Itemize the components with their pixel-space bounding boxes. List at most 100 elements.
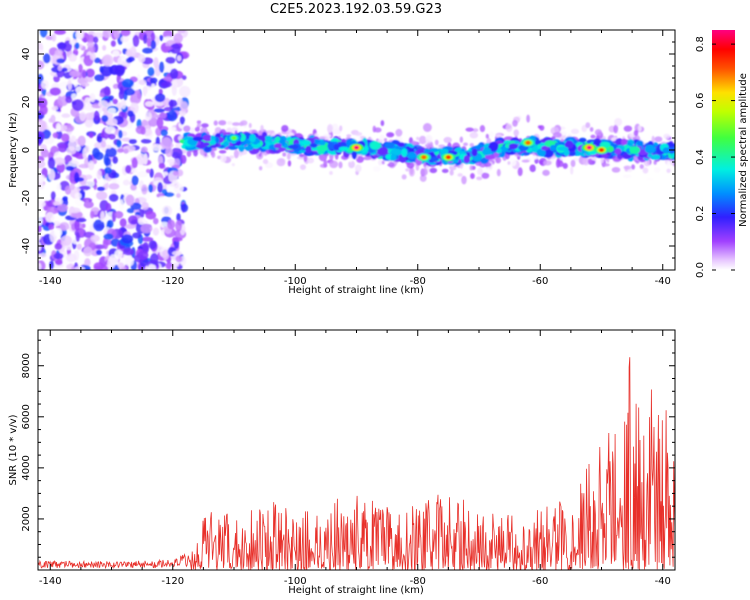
spectrogram-cell [354, 131, 363, 137]
spectrogram-cell [197, 123, 203, 127]
spectrogram-cell [645, 177, 655, 181]
spectrogram-cell [472, 128, 479, 133]
spectrogram-cell [38, 252, 47, 258]
spectrogram-cell [75, 86, 84, 94]
spectrogram-cell [52, 201, 61, 206]
spectrogram-cell [348, 157, 353, 163]
spectrogram-cell [125, 165, 132, 174]
spectrogram-cell [120, 30, 131, 37]
spectrogram-cell [39, 105, 48, 116]
spectrogram-cell [377, 147, 389, 156]
spectrogram-cell [629, 146, 641, 154]
spectrogram-cell [79, 180, 86, 186]
spectrogram-cell [68, 139, 76, 152]
spectrogram-cell [425, 134, 433, 143]
spectrogram-cell [90, 234, 100, 242]
spectrogram-cell [38, 120, 46, 132]
spectrogram-cell [114, 64, 126, 75]
spectrogram-cell [573, 157, 579, 162]
spectrogram-cell [52, 132, 59, 139]
spectrogram-cell [201, 123, 209, 128]
spectrogram-cell [316, 144, 329, 151]
spectrogram-cell [75, 231, 81, 243]
spectrogram-cell [158, 196, 167, 201]
spectrogram-cell [651, 135, 655, 144]
spectrogram-cell [48, 169, 56, 181]
spectrogram-cell [666, 168, 671, 173]
spectrogram-cell [614, 118, 623, 127]
spectrogram-cell [186, 150, 192, 157]
spectrogram-cell [562, 162, 568, 169]
spectrogram-cell [338, 161, 343, 169]
spectrogram-cell [633, 130, 639, 136]
spectrogram-cell [61, 113, 71, 118]
spectrogram-cell [378, 159, 383, 166]
spectrogram-cell [53, 157, 66, 165]
spectrogram-cell [159, 112, 167, 119]
x-tick-label: -60 [532, 276, 548, 287]
spectrogram-cell [162, 45, 173, 51]
spectrogram-cell [176, 55, 182, 62]
spectrogram-cell [85, 199, 90, 209]
spectrogram-cell [74, 266, 86, 270]
spectrogram-cell [75, 177, 85, 182]
spectrogram-cell [102, 30, 113, 39]
spectrogram-cell [93, 151, 104, 161]
colorbar-gradient [712, 30, 735, 270]
spectrogram-cell [84, 119, 94, 128]
spectrogram-cell [479, 125, 486, 133]
spectrogram-cell [152, 227, 160, 236]
spectrogram-cell [167, 219, 176, 230]
spectrogram-y-label: Frequency (Hz) [8, 112, 19, 188]
spectrogram-cell [662, 147, 671, 154]
spectrogram-cell [54, 242, 63, 250]
spectrogram-cell [159, 61, 165, 73]
spectrogram-cell [338, 146, 349, 151]
spectrogram-cell [120, 35, 130, 43]
spectrogram-cell [95, 249, 102, 256]
spectrogram-cell [495, 156, 502, 164]
spectrogram-cell [94, 74, 105, 82]
spectrogram-cell [512, 119, 518, 127]
spectrogram-cell [81, 82, 90, 87]
spectrogram-cell [176, 193, 181, 198]
spectrogram-cell [158, 162, 166, 169]
colorbar-label: Normalized spectral amplitude [738, 73, 749, 227]
spectrogram-cell [381, 160, 385, 165]
spectrogram-cell [173, 33, 183, 44]
spectrogram-cell [362, 156, 372, 161]
snr-x-label: Height of straight line (km) [288, 585, 424, 596]
spectrogram-cell [150, 32, 156, 42]
spectrogram-cell [86, 179, 95, 188]
spectrogram-cell [542, 169, 550, 176]
spectrogram-cell [637, 125, 642, 132]
spectrogram-cell [262, 159, 269, 165]
spectrogram-cell [397, 162, 402, 172]
spectrogram-cell [495, 133, 502, 138]
spectrogram-cell [125, 256, 134, 267]
snr-series-line [38, 357, 675, 570]
spectrogram-cell [65, 165, 75, 172]
spectrogram-cell [405, 168, 410, 172]
spectrogram-cell [157, 181, 163, 193]
spectrogram-cell [531, 155, 537, 160]
spectrogram-cell [51, 105, 59, 111]
spectrogram-cell [613, 124, 619, 134]
spectrogram-cell [148, 184, 154, 193]
y-tick-label: 8000 [21, 353, 32, 378]
spectrogram-cell [459, 163, 464, 169]
spectrogram-cell [165, 146, 173, 158]
spectrogram-cell [40, 79, 49, 90]
spectrogram-cell [463, 155, 471, 164]
spectrogram-cell [146, 36, 152, 48]
spectrogram-cell [138, 53, 146, 63]
spectrogram-cell [162, 249, 170, 261]
spectrogram-blobs [38, 30, 675, 270]
spectrogram-cell [57, 203, 69, 212]
spectrogram-cell [72, 99, 84, 111]
spectrogram-cell [78, 163, 91, 169]
spectrogram-cell [54, 49, 63, 56]
spectrogram-cell [386, 132, 395, 138]
spectrogram-cell [305, 145, 312, 154]
spectrogram-cell [38, 225, 42, 233]
